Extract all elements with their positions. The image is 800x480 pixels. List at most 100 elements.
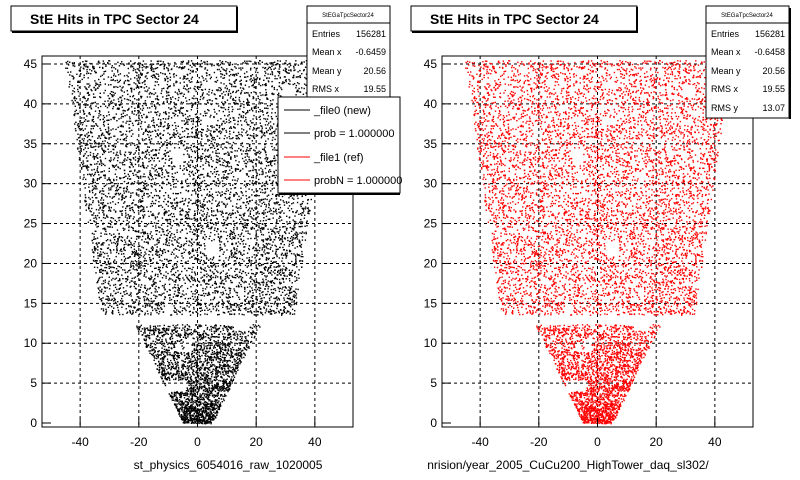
left-data-point	[223, 243, 226, 245]
left-data-point	[143, 332, 145, 334]
left-data-point	[145, 299, 148, 301]
left-data-point	[161, 357, 164, 359]
left-data-point	[120, 153, 122, 156]
left-data-point	[264, 94, 267, 96]
left-data-point	[295, 263, 297, 265]
left-data-point	[263, 213, 265, 216]
left-data-point	[254, 195, 256, 197]
left-data-point	[173, 346, 175, 349]
left-data-point	[173, 305, 175, 307]
left-data-point	[133, 281, 135, 283]
left-data-point	[241, 90, 243, 92]
left-data-point	[249, 137, 251, 140]
left-data-point	[108, 244, 110, 246]
left-data-point	[294, 254, 296, 256]
left-data-point	[232, 366, 234, 368]
left-data-point	[256, 242, 258, 244]
left-data-point	[296, 90, 298, 93]
left-data-point	[89, 198, 91, 200]
left-data-point	[103, 174, 105, 177]
left-data-point	[153, 329, 155, 331]
left-data-point	[183, 165, 185, 167]
left-data-point	[163, 292, 165, 294]
left-data-point	[269, 73, 272, 75]
left-data-point	[85, 209, 87, 211]
left-data-point	[114, 116, 116, 119]
left-data-point	[128, 216, 131, 218]
left-data-point	[221, 212, 223, 214]
left-data-point	[199, 187, 201, 189]
left-data-point	[105, 233, 108, 235]
left-data-point	[150, 236, 153, 239]
left-data-point	[117, 138, 119, 140]
left-data-point	[235, 168, 238, 170]
left-data-point	[131, 202, 133, 205]
left-data-point	[151, 235, 153, 237]
left-data-point	[256, 310, 259, 313]
left-data-point	[191, 249, 194, 252]
left-data-point	[208, 388, 210, 390]
left-data-point	[208, 367, 210, 369]
left-data-point	[88, 196, 90, 199]
left-data-point	[233, 102, 236, 104]
left-data-point	[201, 343, 203, 345]
left-data-point	[222, 361, 224, 364]
left-data-point	[189, 69, 192, 72]
left-data-point	[185, 261, 187, 263]
left-data-point	[187, 416, 189, 418]
left-data-point	[189, 373, 191, 376]
left-data-point	[152, 149, 154, 151]
left-data-point	[271, 73, 274, 76]
left-data-point	[126, 185, 128, 188]
left-data-point	[250, 264, 252, 267]
left-data-point	[211, 202, 213, 205]
left-data-point	[198, 148, 200, 150]
left-data-point	[209, 132, 212, 135]
left-data-point	[211, 211, 213, 213]
left-data-point	[137, 230, 139, 233]
left-data-point	[130, 170, 132, 172]
left-data-point	[212, 326, 214, 329]
left-data-point	[226, 329, 228, 331]
left-data-point	[96, 178, 99, 180]
left-data-point	[255, 233, 258, 235]
left-data-point	[86, 71, 88, 73]
left-data-point	[134, 98, 136, 100]
left-data-point	[203, 253, 205, 255]
left-data-point	[278, 204, 280, 206]
left-data-point	[136, 269, 138, 272]
left-data-point	[82, 160, 84, 162]
left-data-point	[189, 231, 191, 233]
left-data-point	[126, 219, 128, 222]
left-data-point	[110, 157, 112, 159]
left-data-point	[161, 277, 164, 279]
left-data-point	[222, 354, 224, 356]
left-data-point	[158, 75, 160, 77]
left-data-point	[163, 274, 165, 277]
left-data-point	[227, 108, 230, 111]
left-data-point	[273, 277, 276, 280]
left-data-point	[225, 277, 227, 280]
left-data-point	[110, 159, 112, 161]
left-data-point	[284, 79, 287, 82]
left-data-point	[203, 330, 205, 333]
left-data-point	[215, 81, 218, 83]
left-data-point	[203, 401, 206, 403]
left-data-point	[295, 288, 297, 290]
left-data-point	[193, 344, 196, 347]
left-data-point	[145, 225, 147, 228]
left-data-point	[205, 217, 208, 219]
left-data-point	[267, 157, 269, 159]
left-data-point	[168, 112, 170, 114]
left-data-point	[176, 205, 178, 207]
left-data-point	[188, 328, 190, 331]
left-data-point	[120, 117, 122, 119]
left-data-point	[240, 116, 242, 118]
left-data-point	[135, 147, 138, 149]
left-data-point	[295, 94, 297, 96]
left-data-point	[228, 300, 230, 302]
left-data-point	[271, 72, 274, 74]
left-data-point	[293, 83, 296, 85]
left-data-point	[129, 196, 132, 198]
left-data-point	[146, 90, 148, 93]
